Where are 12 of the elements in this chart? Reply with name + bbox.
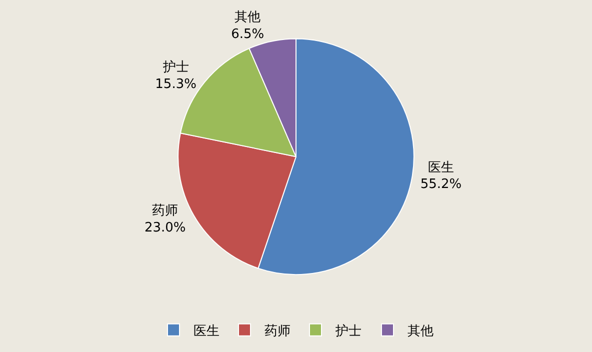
- data-label: 15.3%: [155, 76, 196, 92]
- legend-label: 医生: [194, 324, 220, 339]
- legend-label: 护士: [334, 324, 362, 339]
- slice-label: 其他: [234, 10, 261, 25]
- slice-label: 护士: [162, 60, 189, 76]
- slice-label: 药师: [152, 203, 178, 218]
- data-label: 6.5%: [231, 26, 264, 42]
- legend-label: 药师: [264, 324, 290, 339]
- slice-label: 医生: [428, 160, 454, 176]
- data-label: 23.0%: [144, 220, 186, 236]
- legend-label: 其他: [408, 324, 434, 339]
- data-label: 55.2%: [420, 177, 462, 192]
